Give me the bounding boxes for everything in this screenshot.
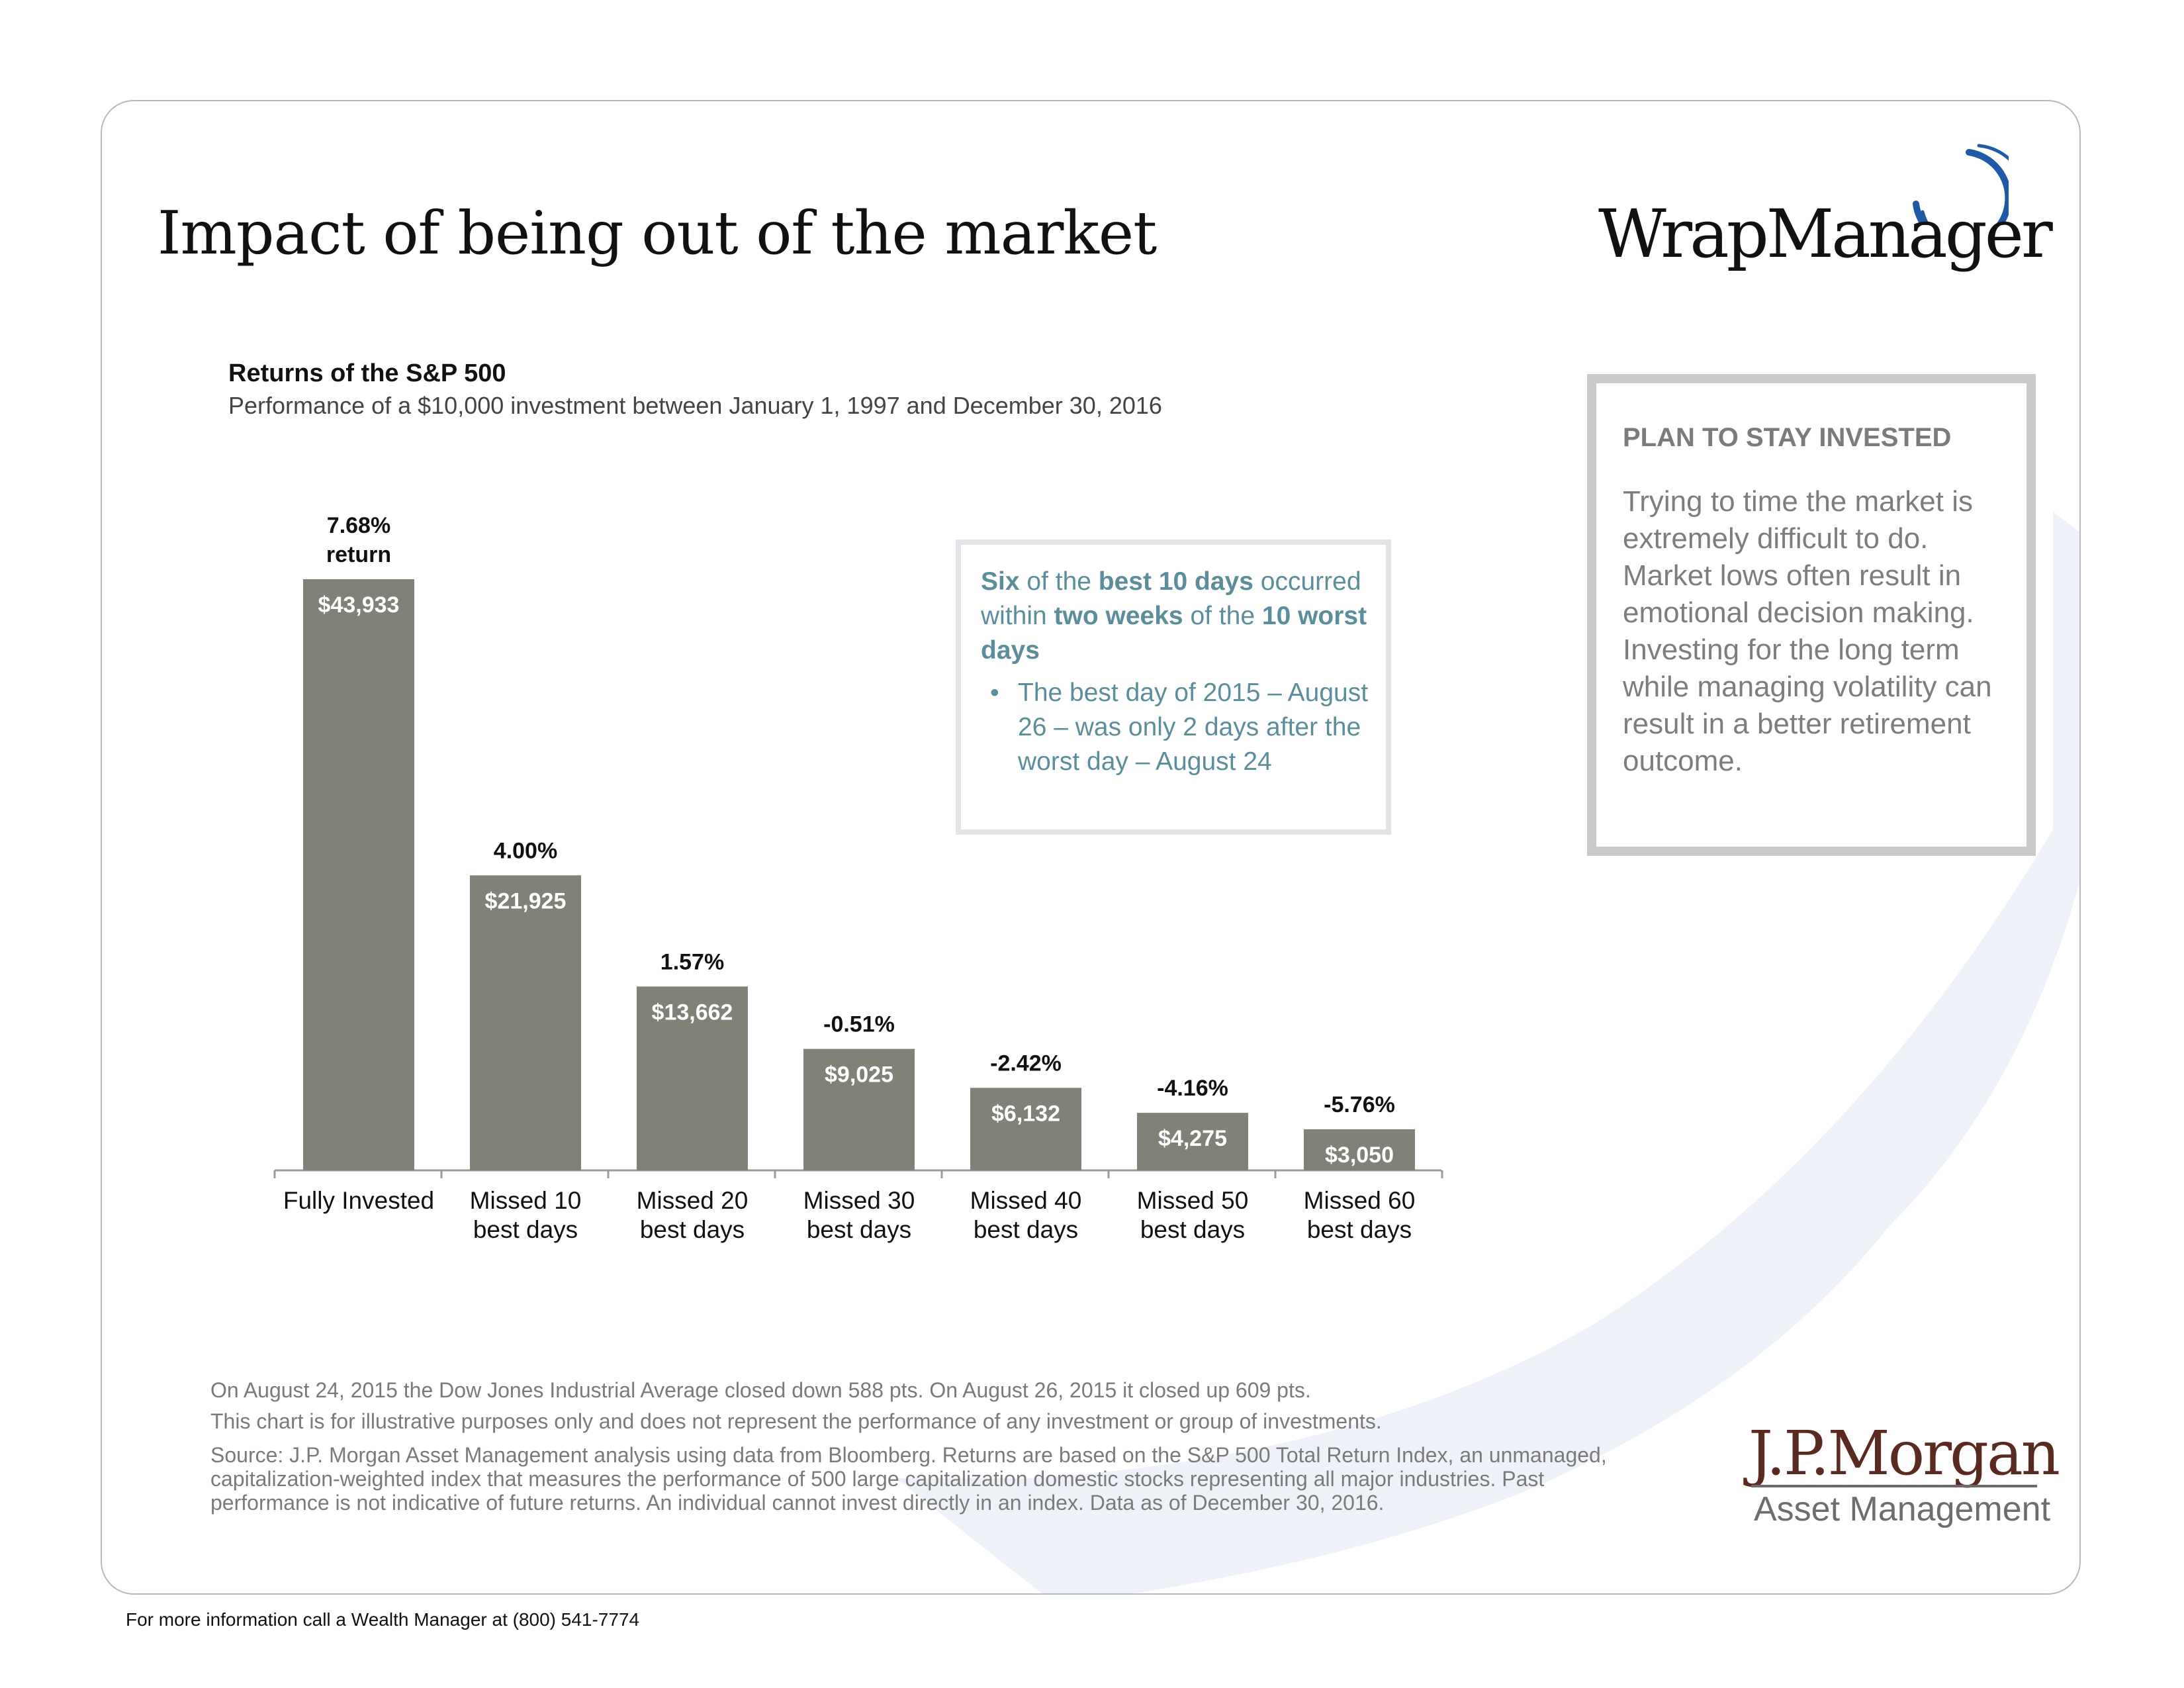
chart-title: Returns of the S&P 500 xyxy=(228,359,506,387)
footnote-illustrative: This chart is for illustrative purposes … xyxy=(210,1409,1382,1433)
jpmorgan-name: J.P.Morgan xyxy=(1749,1418,2060,1489)
bar-value-label: $6,132 xyxy=(991,1101,1060,1126)
return-label: -4.16% xyxy=(1157,1076,1228,1101)
x-tick-label: best days xyxy=(974,1216,1078,1243)
bar xyxy=(637,986,748,1170)
x-tick-label: best days xyxy=(473,1216,578,1243)
return-label: 4.00% xyxy=(494,838,557,863)
wrapmanager-logo: WrapManager xyxy=(1598,132,2053,291)
callout-text: of the xyxy=(1183,602,1262,630)
return-label: -2.42% xyxy=(990,1051,1062,1076)
callout-text: of the xyxy=(1019,567,1099,596)
bar-value-label: $43,933 xyxy=(318,592,400,618)
bar xyxy=(1304,1129,1415,1170)
callout-two-weeks: two weeks xyxy=(1054,602,1183,630)
bar-chart: $43,933 7.68% return Fully Invested $21,925 4… xyxy=(273,513,1443,1243)
callout-best-days: best 10 days xyxy=(1098,567,1253,596)
x-tick-label: best days xyxy=(640,1216,745,1243)
x-tick-label: Missed 50 xyxy=(1137,1187,1249,1214)
return-label: -0.51% xyxy=(823,1012,895,1037)
x-tick-label: best days xyxy=(807,1216,911,1243)
return-label: return xyxy=(326,542,391,567)
x-tick-label: Missed 30 xyxy=(803,1187,915,1214)
callout-text: occurred within xyxy=(981,567,1361,630)
bar-value-label: $21,925 xyxy=(485,888,567,914)
bar xyxy=(1137,1113,1248,1170)
callout-bullet-text: The best day of 2015 – August 26 – was o… xyxy=(1018,679,1369,776)
chart-subtitle: Performance of a $10,000 investment betw… xyxy=(228,392,1162,419)
footnotes: On August 24, 2015 the Dow Jones Industr… xyxy=(210,1378,1666,1515)
side-panel-heading: PLAN TO STAY INVESTED xyxy=(1623,423,1952,452)
x-tick-label: Missed 10 xyxy=(470,1187,582,1214)
bar-value-label: $9,025 xyxy=(825,1062,893,1088)
callout-bullet: • The best day of 2015 – August 26 – was… xyxy=(981,676,1369,779)
logo-ring-icon xyxy=(1913,144,2009,225)
return-label: 1.57% xyxy=(660,949,724,974)
bullet-icon: • xyxy=(990,679,999,707)
background-swoosh xyxy=(896,512,2079,1593)
callout-headline: Six of the best 10 days occurred within … xyxy=(981,565,1369,668)
footnote-source: Source: J.P. Morgan Asset Management ana… xyxy=(210,1443,1607,1515)
side-panel: PLAN TO STAY INVESTED Trying to time the… xyxy=(1587,374,2036,856)
x-tick-label: Missed 60 xyxy=(1304,1187,1416,1214)
return-label: -5.76% xyxy=(1324,1092,1395,1117)
bar xyxy=(970,1088,1081,1170)
callout-box: Six of the best 10 days occurred within … xyxy=(956,539,1391,835)
jpmorgan-logo: J.P.Morgan Asset Management xyxy=(1749,1418,2060,1537)
x-tick-label: Missed 40 xyxy=(970,1187,1082,1214)
swoosh-shape xyxy=(896,512,2079,1593)
jpmorgan-subtitle: Asset Management xyxy=(1754,1490,2051,1528)
x-tick-label: best days xyxy=(1140,1216,1245,1243)
bar-value-label: $13,662 xyxy=(652,1000,733,1025)
bar-value-label: $3,050 xyxy=(1325,1143,1394,1168)
page-title: Impact of being out of the market xyxy=(158,199,1157,268)
bar xyxy=(470,875,581,1170)
footnote-dow: On August 24, 2015 the Dow Jones Industr… xyxy=(210,1378,1311,1402)
bar-value-label: $4,275 xyxy=(1158,1126,1227,1151)
side-panel-body: Trying to time the market is extremely d… xyxy=(1623,485,1992,777)
bar xyxy=(303,579,414,1170)
x-tick-label: Fully Invested xyxy=(283,1187,434,1214)
wrapmanager-wordmark: WrapManager xyxy=(1598,195,2053,273)
callout-six: Six xyxy=(981,567,1020,596)
bar xyxy=(803,1049,915,1170)
x-tick-label: best days xyxy=(1307,1216,1412,1243)
callout-worst-days: 10 worst days xyxy=(981,602,1367,665)
footer-contact: For more information call a Wealth Manag… xyxy=(126,1609,640,1630)
jpmorgan-rule xyxy=(1751,1485,2037,1487)
return-label: 7.68% xyxy=(327,513,390,538)
x-tick-label: Missed 20 xyxy=(637,1187,749,1214)
